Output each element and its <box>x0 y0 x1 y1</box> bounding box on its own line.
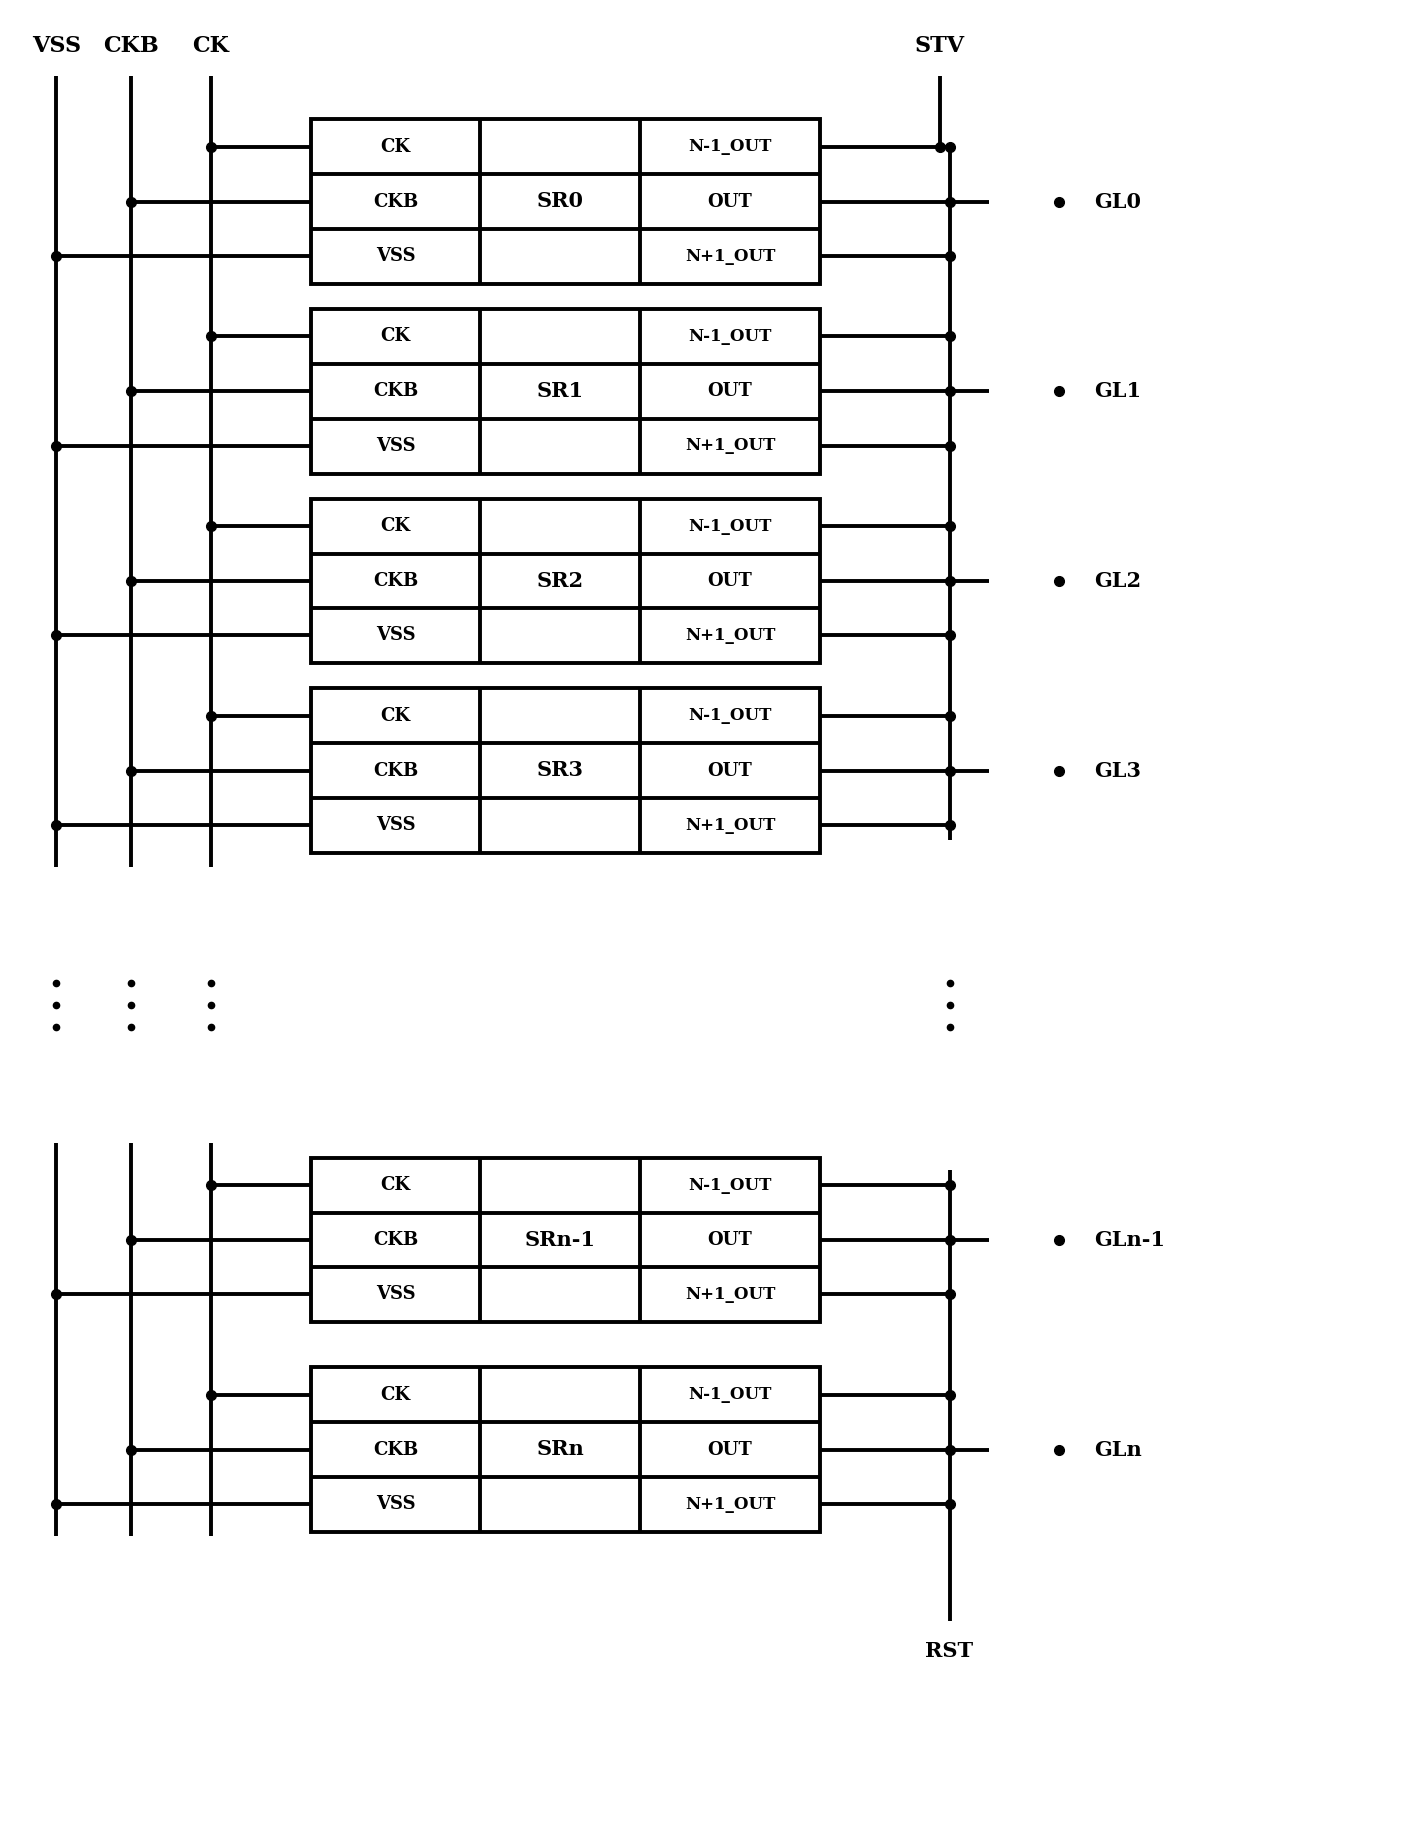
Text: CKB: CKB <box>104 35 159 57</box>
Text: N+1_OUT: N+1_OUT <box>685 627 776 644</box>
Text: CK: CK <box>380 706 411 725</box>
Text: CKB: CKB <box>373 1440 418 1458</box>
Text: N+1_OUT: N+1_OUT <box>685 438 776 454</box>
Text: CKB: CKB <box>373 193 418 211</box>
Text: N-1_OUT: N-1_OUT <box>688 138 771 154</box>
Text: VSS: VSS <box>376 1285 415 1304</box>
Text: N-1_OUT: N-1_OUT <box>688 517 771 535</box>
Text: GL1: GL1 <box>1095 381 1141 401</box>
Text: CKB: CKB <box>373 1230 418 1249</box>
Text: OUT: OUT <box>708 1440 753 1458</box>
Text: GLn: GLn <box>1095 1440 1141 1460</box>
Text: CKB: CKB <box>373 761 418 780</box>
Text: GL2: GL2 <box>1095 572 1141 590</box>
Text: OUT: OUT <box>708 761 753 780</box>
Text: CK: CK <box>380 327 411 346</box>
Text: GL0: GL0 <box>1095 191 1141 211</box>
Text: CK: CK <box>380 517 411 535</box>
Text: SR1: SR1 <box>537 381 584 401</box>
Text: N-1_OUT: N-1_OUT <box>688 708 771 725</box>
Text: N-1_OUT: N-1_OUT <box>688 1387 771 1403</box>
Bar <box>311 309 820 474</box>
Text: SR2: SR2 <box>537 570 584 590</box>
Text: RST: RST <box>926 1640 974 1661</box>
Text: OUT: OUT <box>708 193 753 211</box>
Text: OUT: OUT <box>708 383 753 401</box>
Text: N+1_OUT: N+1_OUT <box>685 817 776 833</box>
Bar <box>311 120 820 283</box>
Bar <box>311 688 820 853</box>
Text: VSS: VSS <box>376 436 415 454</box>
Text: CK: CK <box>193 35 230 57</box>
Text: VSS: VSS <box>376 817 415 835</box>
Text: CK: CK <box>380 1387 411 1403</box>
Text: STV: STV <box>915 35 964 57</box>
Text: VSS: VSS <box>31 35 81 57</box>
Text: GL3: GL3 <box>1095 761 1141 782</box>
Bar <box>311 1157 820 1322</box>
Bar <box>311 498 820 664</box>
Text: SR0: SR0 <box>537 191 584 211</box>
Text: SRn-1: SRn-1 <box>525 1230 596 1249</box>
Text: CK: CK <box>380 1177 411 1194</box>
Text: VSS: VSS <box>376 246 415 265</box>
Text: OUT: OUT <box>708 1230 753 1249</box>
Text: SRn: SRn <box>536 1440 584 1458</box>
Text: CKB: CKB <box>373 383 418 401</box>
Text: SR3: SR3 <box>537 760 584 780</box>
Text: N-1_OUT: N-1_OUT <box>688 1177 771 1194</box>
Text: VSS: VSS <box>376 627 415 644</box>
Text: CK: CK <box>380 138 411 156</box>
Text: CKB: CKB <box>373 572 418 590</box>
Text: N+1_OUT: N+1_OUT <box>685 248 776 265</box>
Text: VSS: VSS <box>376 1495 415 1513</box>
Text: OUT: OUT <box>708 572 753 590</box>
Bar <box>311 1368 820 1532</box>
Text: GLn-1: GLn-1 <box>1095 1230 1166 1251</box>
Text: N+1_OUT: N+1_OUT <box>685 1495 776 1513</box>
Text: N-1_OUT: N-1_OUT <box>688 327 771 346</box>
Text: N+1_OUT: N+1_OUT <box>685 1285 776 1304</box>
